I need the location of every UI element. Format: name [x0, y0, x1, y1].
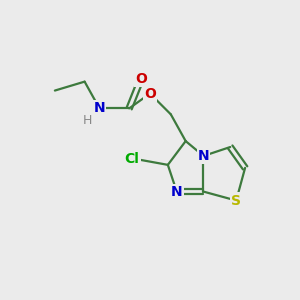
Text: Cl: Cl [125, 152, 140, 166]
Text: N: N [171, 184, 183, 199]
Text: N: N [198, 149, 209, 163]
Text: O: O [144, 86, 156, 100]
Text: S: S [231, 194, 241, 208]
Text: H: H [83, 114, 92, 128]
Text: N: N [94, 101, 105, 116]
Text: O: O [135, 72, 147, 86]
